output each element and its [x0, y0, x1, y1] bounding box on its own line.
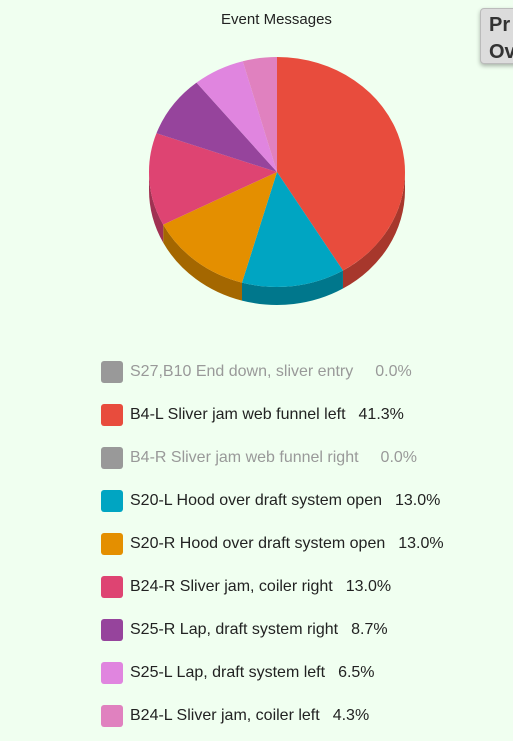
legend-percent: 6.5%	[338, 664, 375, 681]
pie-slice-side	[163, 224, 242, 301]
legend-swatch	[101, 576, 123, 598]
legend-swatch	[101, 619, 123, 641]
overview-button[interactable]: Pr Ov	[480, 8, 513, 64]
legend-item[interactable]: S20-R Hood over draft system open 13.0%	[101, 532, 444, 556]
legend-percent: 0.0%	[375, 363, 412, 380]
legend-item[interactable]: S20-L Hood over draft system open 13.0%	[101, 489, 440, 513]
pie-slice[interactable]	[242, 57, 277, 172]
legend-percent: 13.0%	[398, 535, 444, 552]
overview-button-line1: Pr	[489, 14, 511, 36]
legend-label: S20-R Hood over draft system open	[130, 535, 386, 552]
pie-slice-side	[241, 270, 343, 305]
pie-chart	[149, 57, 405, 305]
legend-percent: 13.0%	[345, 578, 392, 595]
pie-slice[interactable]	[149, 133, 277, 225]
legend-percent: 4.3%	[332, 707, 370, 724]
legend-swatch	[101, 490, 123, 512]
legend-label: B24-L Sliver jam, coiler left	[130, 707, 320, 724]
legend-label: S27,B10 End down, sliver entry	[130, 363, 354, 380]
pie-depth	[149, 172, 405, 305]
pie-top	[149, 57, 405, 287]
legend-swatch	[101, 404, 123, 426]
pie-slice[interactable]	[241, 172, 343, 287]
legend-label: B4-R Sliver jam web funnel right	[130, 449, 359, 466]
legend-label: B4-L Sliver jam web funnel left	[130, 406, 346, 423]
legend-label: B24-R Sliver jam, coiler right	[130, 578, 333, 595]
pie-slice-side	[342, 172, 405, 289]
chart-title: Event Messages	[221, 11, 332, 28]
legend-swatch	[101, 662, 123, 684]
legend-item[interactable]: B4-L Sliver jam web funnel left 41.3%	[101, 403, 404, 427]
legend-swatch	[101, 705, 123, 727]
legend-item[interactable]: B4-R Sliver jam web funnel right 0.0%	[101, 446, 417, 470]
legend-item[interactable]: S25-R Lap, draft system right 8.7%	[101, 618, 388, 642]
pie-slice[interactable]	[156, 82, 277, 172]
legend-percent: 0.0%	[380, 449, 418, 466]
legend-percent: 13.0%	[394, 492, 441, 509]
legend-percent: 8.7%	[351, 621, 388, 638]
pie-slice[interactable]	[163, 172, 277, 283]
legend-label: S25-R Lap, draft system right	[130, 621, 339, 638]
legend-item[interactable]: B24-R Sliver jam, coiler right 13.0%	[101, 575, 391, 599]
legend-item[interactable]: S25-L Lap, draft system left 6.5%	[101, 661, 375, 685]
pie-slice[interactable]	[196, 61, 277, 172]
overview-button-line2: Ov	[489, 41, 513, 63]
pie-slice[interactable]	[277, 57, 405, 271]
legend-item[interactable]: S27,B10 End down, sliver entry 0.0%	[101, 360, 412, 384]
legend-swatch	[101, 533, 123, 555]
pie-slice-side	[149, 172, 164, 243]
legend-item[interactable]: B24-L Sliver jam, coiler left 4.3%	[101, 704, 369, 728]
legend-swatch	[101, 447, 123, 469]
legend-label: S20-L Hood over draft system open	[130, 492, 382, 509]
legend-percent: 41.3%	[358, 406, 404, 423]
legend-label: S25-L Lap, draft system left	[130, 664, 326, 681]
legend-swatch	[101, 361, 123, 383]
